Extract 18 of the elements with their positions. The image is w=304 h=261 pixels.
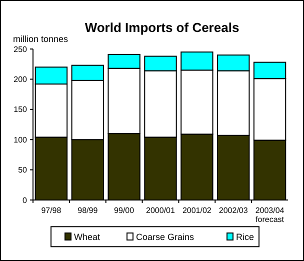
legend-label: Wheat: [74, 232, 101, 242]
x-tick-label: 2001/02: [182, 206, 212, 215]
x-tick-label: 97/98: [41, 206, 62, 215]
x-tick-label: 99/00: [114, 206, 135, 215]
y-tick-label: 0: [22, 196, 28, 205]
x-tick-label: 98/99: [78, 206, 98, 215]
chart-title: World Imports of Cereals: [84, 20, 240, 35]
x-tick-label: 2003/04 forecast: [255, 206, 285, 224]
x-tick-label: 2002/03: [218, 206, 248, 215]
y-tick-label: 50: [18, 166, 28, 175]
y-axis-title: million tonnes: [13, 34, 69, 44]
legend-label: Rice: [236, 232, 254, 242]
legend-label: Coarse Grains: [136, 232, 195, 242]
y-tick-label: 150: [14, 105, 28, 114]
y-tick-label: 200: [14, 75, 28, 84]
y-tick-label: 250: [14, 44, 28, 54]
x-tick-label: 2000/01: [146, 206, 176, 215]
y-tick-label: 100: [14, 135, 28, 144]
